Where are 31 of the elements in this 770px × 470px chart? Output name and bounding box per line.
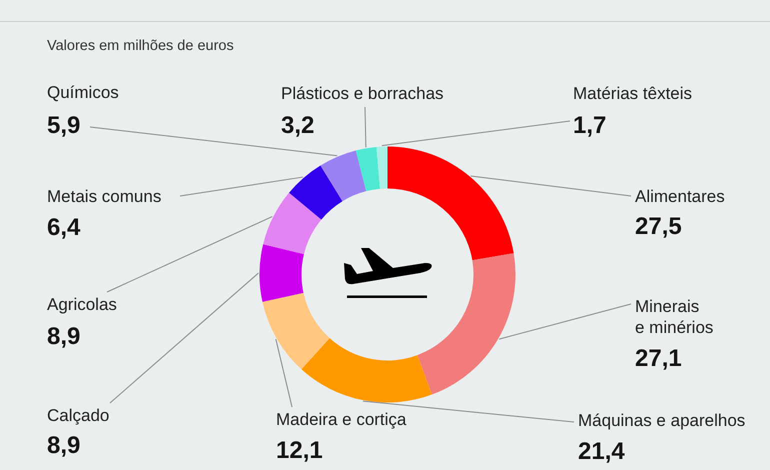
slice-label: Alimentares	[635, 187, 725, 206]
data-label: 1,7	[573, 112, 606, 139]
donut-slice	[376, 146, 388, 189]
donut-slice	[417, 253, 516, 395]
chart-subtitle: Valores em milhões de euros	[47, 38, 234, 54]
donut-slice	[260, 244, 304, 302]
slice-label: Metais comuns	[47, 187, 162, 206]
slice-label: Matérias têxteis	[573, 84, 692, 103]
data-label: 5,9	[47, 112, 80, 139]
data-label: 3,2	[281, 112, 314, 139]
donut-slice	[262, 292, 330, 370]
donut-slice	[263, 192, 322, 254]
slice-label: Minerais e minérios	[635, 297, 714, 337]
donut-slice	[289, 165, 342, 220]
data-label: 8,9	[47, 323, 80, 350]
slice-label: Químicos	[47, 83, 119, 102]
data-label: 12,1	[276, 437, 323, 464]
slice-label: Agricolas	[47, 295, 117, 314]
data-label: 8,9	[47, 432, 80, 459]
slice-label: Calçado	[47, 406, 110, 425]
data-label: 27,5	[635, 213, 682, 240]
donut-slice	[320, 150, 366, 202]
slice-label: Plásticos e borrachas	[281, 84, 444, 103]
slice-label: Máquinas e aparelhos	[578, 411, 746, 430]
data-label: 6,4	[47, 214, 82, 241]
data-label: 21,4	[578, 438, 626, 465]
data-label: 27,1	[635, 345, 682, 372]
donut-slice	[388, 146, 514, 260]
donut-slice	[356, 146, 380, 192]
donut-slice	[301, 338, 432, 402]
slice-label: Madeira e cortiça	[276, 410, 407, 429]
